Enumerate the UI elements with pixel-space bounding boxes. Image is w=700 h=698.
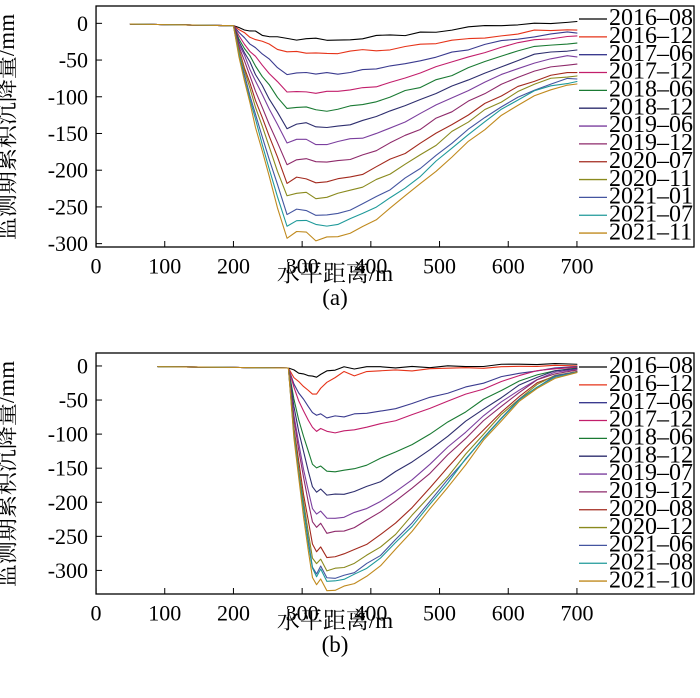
svg-text:-50: -50 [59,388,88,413]
svg-text:0: 0 [77,11,88,36]
svg-text:水平距离/m: 水平距离/m [277,261,393,286]
svg-text:-200: -200 [48,490,88,515]
svg-text:0: 0 [77,353,88,378]
svg-text:2021–11: 2021–11 [609,219,692,245]
svg-text:2021–10: 2021–10 [609,567,693,593]
svg-text:-200: -200 [48,158,88,183]
svg-text:600: 600 [492,253,525,278]
svg-text:700: 700 [560,600,593,625]
svg-text:-250: -250 [48,194,88,219]
svg-text:-150: -150 [48,456,88,481]
svg-text:-250: -250 [48,524,88,549]
svg-text:100: 100 [148,253,181,278]
svg-text:100: 100 [148,600,181,625]
svg-text:-50: -50 [59,48,88,73]
svg-text:水平距离/m: 水平距离/m [277,608,393,633]
svg-text:500: 500 [423,600,456,625]
svg-text:-100: -100 [48,422,88,447]
svg-text:-300: -300 [48,558,88,583]
svg-text:-100: -100 [48,84,88,109]
svg-text:监测期累积沉降量/mm: 监测期累积沉降量/mm [0,14,19,240]
svg-text:200: 200 [217,600,250,625]
svg-text:-300: -300 [48,231,88,256]
svg-text:500: 500 [423,253,456,278]
svg-text:600: 600 [492,600,525,625]
svg-text:0: 0 [91,600,102,625]
svg-text:-150: -150 [48,121,88,146]
svg-text:(a): (a) [322,285,348,310]
svg-text:0: 0 [91,253,102,278]
svg-text:(b): (b) [322,632,349,657]
svg-text:200: 200 [217,253,250,278]
svg-text:700: 700 [560,253,593,278]
svg-text:监测期累积沉降量/mm: 监测期累积沉降量/mm [0,361,19,587]
